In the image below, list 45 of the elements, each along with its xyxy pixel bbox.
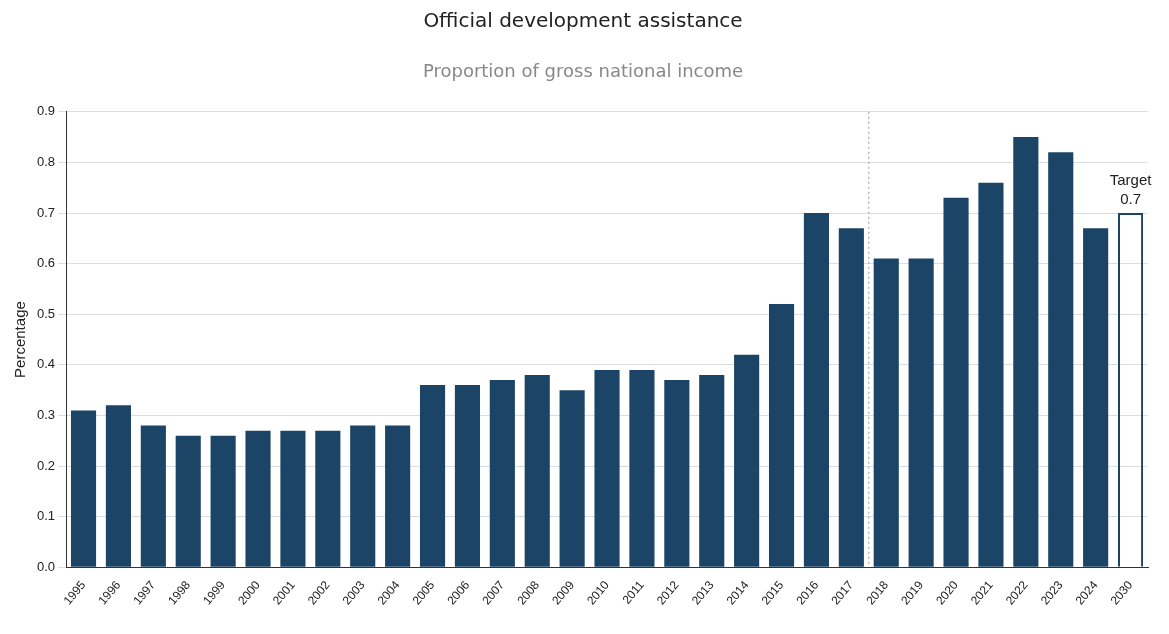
- y-tick-label: 0.3: [36, 407, 56, 423]
- bar: [768, 304, 795, 567]
- bar: [350, 425, 376, 567]
- bar: [943, 197, 969, 567]
- chart-subtitle: Proportion of gross national income: [421, 60, 745, 81]
- bar: [140, 425, 166, 567]
- y-tick-label: 0.9: [36, 103, 56, 119]
- y-tick-label: 0.8: [36, 153, 56, 169]
- annotation: Target: [1109, 170, 1153, 188]
- bar: [594, 369, 620, 567]
- y-tick-label: 0.1: [36, 508, 56, 524]
- bar: [210, 435, 236, 567]
- bar: [838, 228, 864, 567]
- bar: [105, 405, 131, 567]
- bar: [629, 369, 655, 567]
- y-tick-label: 0.5: [36, 305, 56, 321]
- bar: [803, 213, 830, 567]
- bar: [489, 380, 515, 567]
- bar: [908, 258, 934, 567]
- bar: [419, 385, 446, 567]
- bar: [1013, 137, 1039, 567]
- y-tick-label: 0.2: [36, 457, 56, 473]
- bar: [315, 430, 341, 567]
- bar: [280, 430, 306, 567]
- bar: [664, 380, 690, 567]
- y-tick-label: 0.4: [36, 356, 56, 372]
- bar: [699, 374, 725, 567]
- bar: [978, 182, 1004, 567]
- y-axis-title: Percentage: [11, 301, 29, 378]
- bar: [873, 258, 899, 567]
- bar: [1048, 152, 1074, 567]
- y-tick-label: 0.0: [36, 558, 56, 574]
- bar: [454, 385, 480, 567]
- chart-title: Official development assistance: [422, 8, 744, 32]
- bar: [1083, 228, 1109, 567]
- data-label: 0.7: [1120, 189, 1141, 207]
- bar: [245, 430, 271, 567]
- bar: [559, 390, 585, 567]
- bar: [385, 425, 411, 567]
- bar: [524, 374, 550, 567]
- y-tick-label: 0.7: [36, 204, 56, 220]
- y-tick-label: 0.6: [36, 255, 56, 271]
- bar: [70, 410, 97, 567]
- bar: [734, 354, 760, 567]
- bar: [175, 435, 201, 567]
